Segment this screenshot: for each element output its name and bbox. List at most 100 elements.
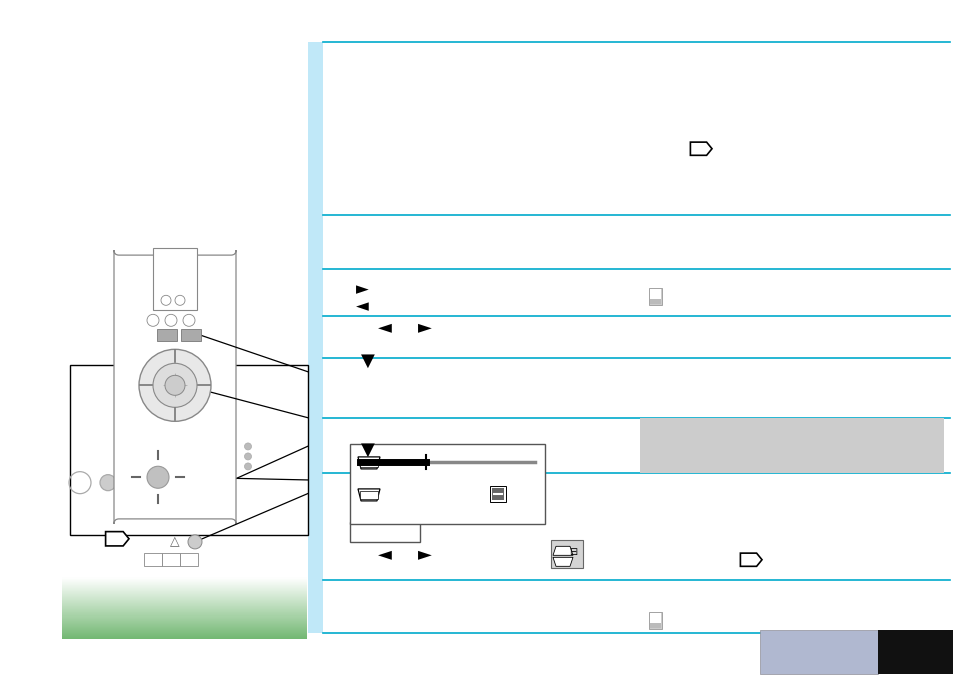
Bar [62,598,307,599]
Bar [62,637,307,639]
Bar [62,581,307,582]
Bar [62,624,307,626]
Bar [62,634,307,635]
Circle shape [161,295,171,306]
Bar [62,615,307,617]
Bar [490,486,505,502]
Bar [62,606,307,607]
Text: ►: ► [417,546,432,563]
Bar [62,585,307,587]
Bar [62,597,307,598]
Bar [649,623,660,627]
Circle shape [130,450,186,505]
Polygon shape [357,457,379,469]
Bar [62,587,307,588]
Bar [62,579,307,581]
Bar [308,42,323,633]
Bar [62,609,307,610]
Circle shape [152,363,196,408]
Bar [62,593,307,594]
Bar [760,630,877,674]
Text: ◄: ◄ [355,297,368,315]
Bar [152,248,196,310]
Text: ◄: ◄ [377,318,392,336]
Bar [62,626,307,627]
Polygon shape [553,546,573,555]
Circle shape [174,295,185,306]
Bar [70,365,308,535]
Bar [62,618,307,619]
Bar [62,610,307,611]
Bar [62,579,307,580]
Polygon shape [553,557,573,566]
Bar [62,585,307,586]
Bar [62,611,307,612]
Bar [62,603,307,604]
Text: ▼: ▼ [360,441,375,458]
Circle shape [147,314,159,327]
Bar [62,628,307,630]
Bar [62,620,307,622]
Bar [350,444,544,524]
Bar [648,289,661,306]
Circle shape [100,475,116,491]
Polygon shape [106,531,129,546]
Bar [62,633,307,635]
Bar [62,636,307,637]
Circle shape [244,453,252,460]
Bar [62,605,307,606]
Bar [144,553,162,566]
Bar [62,635,307,637]
Bar [62,591,307,592]
Bar [649,289,660,304]
Bar [877,630,953,674]
Bar [62,599,307,600]
Bar [649,299,660,304]
Text: △: △ [170,535,179,548]
Bar [162,553,180,566]
Bar [62,592,307,594]
Bar [180,553,198,566]
Bar [62,631,307,633]
Bar [62,616,307,618]
Bar [62,630,307,631]
Bar [62,612,307,614]
Text: ►: ► [355,281,368,298]
Bar [62,608,307,610]
Polygon shape [740,553,761,566]
Bar [62,589,307,590]
Text: ▼: ▼ [360,352,375,370]
Bar [62,607,307,608]
Circle shape [183,314,194,327]
Bar [62,601,307,602]
Bar [649,612,660,627]
Circle shape [147,466,169,488]
Polygon shape [357,489,379,501]
Bar [62,621,307,623]
Bar [350,522,419,542]
Circle shape [244,443,252,450]
Bar [62,600,307,602]
FancyBboxPatch shape [113,250,235,524]
Bar [62,577,307,579]
Circle shape [165,375,185,395]
Bar [62,589,307,591]
Bar [62,614,307,615]
Text: ►: ► [417,318,432,336]
Bar [62,623,307,625]
Bar [62,622,307,623]
Bar [62,619,307,621]
Circle shape [188,535,202,549]
Text: ◄: ◄ [377,546,392,563]
Bar [62,629,307,631]
Bar [62,594,307,595]
Bar [492,488,503,500]
Bar [62,587,307,589]
Bar [62,602,307,603]
Bar [62,581,307,583]
Bar [62,595,307,596]
Bar [62,604,307,606]
Bar [62,583,307,585]
Bar [551,540,582,569]
Polygon shape [690,142,711,155]
